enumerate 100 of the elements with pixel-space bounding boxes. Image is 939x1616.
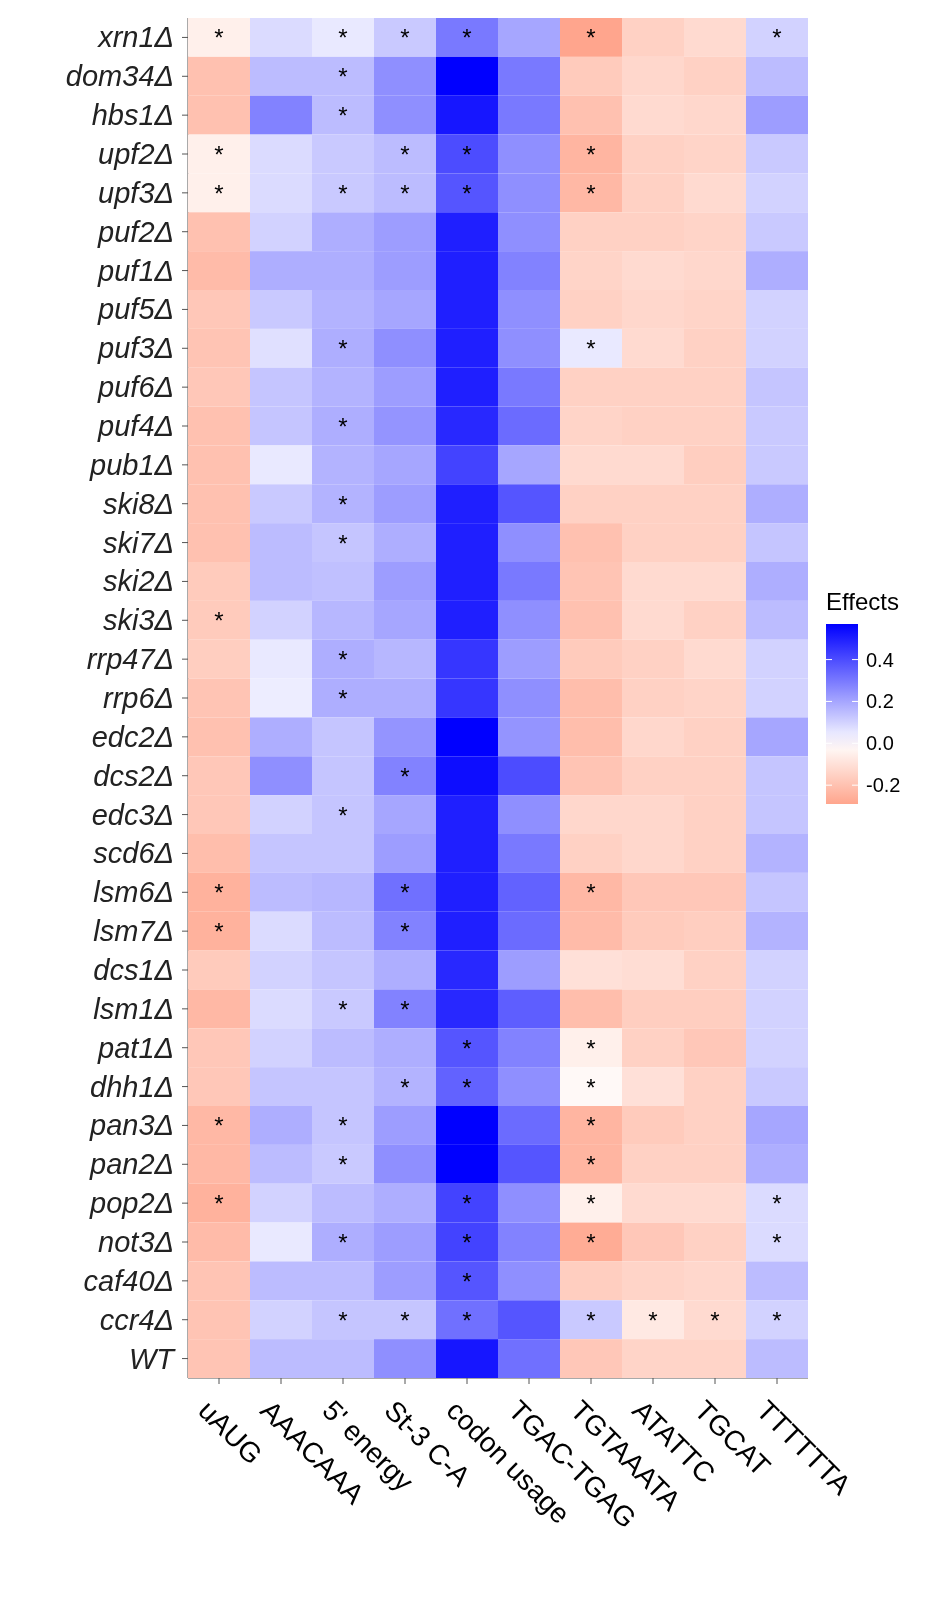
y-tick-label: ski7Δ — [102, 526, 174, 559]
data-label: * — [214, 879, 224, 907]
data-label: * — [586, 1034, 596, 1062]
data-label: * — [462, 1306, 472, 1334]
data-label: * — [462, 1267, 472, 1295]
y-tick-label: pan3Δ — [89, 1109, 174, 1142]
data-label: * — [338, 1151, 348, 1179]
data-label: * — [462, 1229, 472, 1256]
data-label: * — [338, 995, 348, 1023]
data-label: * — [338, 63, 348, 91]
data-label: * — [586, 1306, 596, 1334]
data-label: * — [586, 1151, 596, 1179]
data-label: * — [338, 1112, 348, 1140]
y-tick-label: edc2Δ — [91, 720, 174, 753]
data-label: * — [338, 801, 348, 829]
y-tick-label: puf5Δ — [97, 293, 174, 326]
data-label: * — [462, 1073, 472, 1101]
data-label: * — [214, 24, 224, 52]
data-label: * — [400, 179, 410, 207]
data-label: * — [586, 24, 596, 52]
data-label: * — [338, 413, 348, 440]
data-label: * — [214, 607, 224, 635]
data-label: * — [462, 1034, 472, 1062]
y-tick-label: lsm6Δ — [93, 876, 174, 909]
data-label: * — [586, 141, 596, 168]
y-tick-label: dom34Δ — [65, 60, 174, 93]
data-label: * — [338, 24, 348, 52]
y-tick-label: pop2Δ — [89, 1187, 174, 1220]
data-label: * — [772, 1229, 782, 1256]
data-label: * — [400, 879, 410, 907]
y-tick-label: xrn1Δ — [96, 21, 174, 54]
data-label: * — [462, 24, 472, 52]
y-tick-label: ski8Δ — [102, 487, 174, 520]
y-tick-label: dcs2Δ — [93, 759, 174, 792]
y-tick-label: pan2Δ — [89, 1148, 174, 1181]
y-tick-label: rrp47Δ — [86, 643, 174, 676]
y-tick-label: lsm1Δ — [93, 992, 174, 1025]
data-label: * — [338, 490, 348, 518]
data-label: * — [400, 1306, 410, 1334]
data-label: * — [586, 1190, 596, 1218]
y-tick-label: puf3Δ — [97, 332, 174, 365]
y-tick-label: hbs1Δ — [91, 99, 174, 132]
y-tick-label: WT — [128, 1342, 177, 1375]
data-label: * — [338, 335, 348, 363]
color-bar-title: Effects — [826, 588, 900, 616]
y-tick-label: ccr4Δ — [99, 1303, 174, 1336]
data-label: * — [648, 1306, 658, 1334]
data-label: * — [586, 179, 596, 207]
data-label: * — [462, 1190, 472, 1218]
y-tick-label: scd6Δ — [93, 837, 174, 870]
color-bar-label: 0.4 — [866, 648, 894, 671]
y-tick-label: dcs1Δ — [93, 954, 174, 986]
data-label: * — [586, 1073, 596, 1101]
data-label: * — [338, 685, 348, 712]
data-label: * — [400, 1073, 410, 1101]
y-tick-label: upf3Δ — [98, 176, 174, 209]
data-label: * — [338, 529, 348, 557]
data-label: * — [214, 918, 224, 946]
data-label: * — [586, 335, 596, 363]
data-label: * — [400, 24, 410, 52]
data-label: * — [214, 179, 224, 207]
data-label: * — [400, 918, 410, 946]
y-tick-label: dhh1Δ — [90, 1070, 174, 1103]
data-label: * — [772, 24, 782, 52]
data-label: * — [338, 646, 348, 674]
data-label: * — [462, 179, 472, 207]
color-bar-label: 0.2 — [866, 690, 894, 713]
y-tick-label: edc3Δ — [91, 798, 174, 831]
y-tick-label: puf1Δ — [97, 254, 174, 287]
y-tick-label: puf4Δ — [97, 410, 174, 442]
y-tick-label: pat1Δ — [97, 1031, 174, 1064]
y-tick-label: puf2Δ — [97, 215, 174, 248]
data-label: * — [338, 102, 348, 130]
data-label: * — [400, 995, 410, 1023]
y-tick-label: puf6Δ — [97, 371, 174, 404]
data-label: * — [338, 179, 348, 207]
data-label: * — [214, 1112, 224, 1140]
data-label: * — [772, 1306, 782, 1334]
color-bar-label: 0.0 — [866, 732, 894, 755]
y-tick-label: lsm7Δ — [93, 915, 174, 948]
data-label: * — [462, 141, 472, 168]
data-label: * — [586, 1112, 596, 1140]
data-label: * — [338, 1306, 348, 1334]
y-tick-label: caf40Δ — [83, 1264, 174, 1297]
data-label: * — [338, 1229, 348, 1256]
y-tick-label: ski2Δ — [102, 565, 174, 598]
color-bar-label: -0.2 — [866, 774, 901, 797]
data-label: * — [214, 141, 224, 168]
y-tick-label: rrp6Δ — [102, 682, 174, 714]
data-label: * — [400, 762, 410, 790]
data-label: * — [586, 879, 596, 907]
data-label: * — [400, 141, 410, 168]
y-tick-label: upf2Δ — [98, 138, 174, 170]
y-tick-label: ski3Δ — [102, 604, 174, 637]
data-label: * — [214, 1190, 224, 1218]
data-label: * — [586, 1229, 596, 1256]
y-tick-label: pub1Δ — [89, 448, 174, 481]
data-label: * — [772, 1190, 782, 1218]
y-tick-label: not3Δ — [98, 1226, 174, 1258]
data-label: * — [710, 1306, 720, 1334]
